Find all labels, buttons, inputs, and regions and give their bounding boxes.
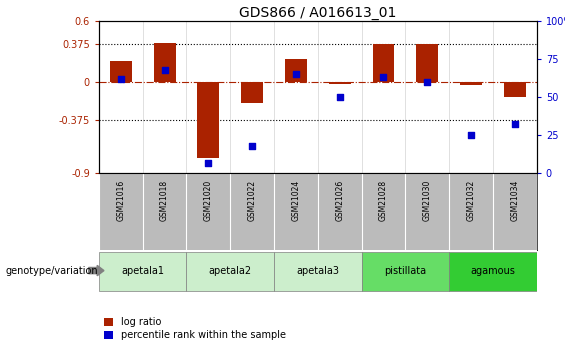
Bar	[329, 82, 351, 84]
Text: GSM21026: GSM21026	[335, 179, 344, 221]
Bar	[504, 82, 526, 97]
Bar	[449, 252, 537, 291]
Text: genotype/variation: genotype/variation	[6, 266, 98, 276]
Point	[510, 122, 519, 127]
Point	[379, 75, 388, 80]
Bar	[197, 82, 219, 158]
Text: GSM21030: GSM21030	[423, 179, 432, 221]
Bar	[154, 43, 176, 82]
Text: agamous: agamous	[471, 266, 515, 276]
Point	[160, 67, 169, 72]
Bar	[372, 44, 394, 82]
Text: GSM21016: GSM21016	[116, 179, 125, 221]
Title: GDS866 / A016613_01: GDS866 / A016613_01	[239, 6, 397, 20]
Point	[423, 79, 432, 85]
Bar	[110, 61, 132, 82]
Text: GSM21018: GSM21018	[160, 179, 169, 220]
Text: apetala3: apetala3	[296, 266, 340, 276]
Bar	[362, 252, 449, 291]
Text: GSM21034: GSM21034	[510, 179, 519, 221]
Text: GSM21032: GSM21032	[467, 179, 476, 221]
Point	[467, 132, 476, 138]
Bar	[274, 252, 362, 291]
Bar	[285, 59, 307, 82]
Point	[116, 76, 125, 81]
Point	[204, 160, 213, 165]
Bar	[186, 252, 274, 291]
Text: GSM21020: GSM21020	[204, 179, 213, 221]
Text: pistillata: pistillata	[384, 266, 427, 276]
Point	[247, 143, 257, 149]
Bar	[460, 82, 482, 85]
Point	[335, 94, 344, 100]
Point	[292, 71, 301, 77]
Text: GSM21028: GSM21028	[379, 179, 388, 220]
Bar	[416, 44, 438, 82]
Bar	[241, 82, 263, 103]
Legend: log ratio, percentile rank within the sample: log ratio, percentile rank within the sa…	[104, 317, 286, 340]
Text: apetala1: apetala1	[121, 266, 164, 276]
Bar	[99, 252, 186, 291]
Text: GSM21022: GSM21022	[247, 179, 257, 220]
Text: GSM21024: GSM21024	[292, 179, 301, 221]
Text: apetala2: apetala2	[208, 266, 252, 276]
